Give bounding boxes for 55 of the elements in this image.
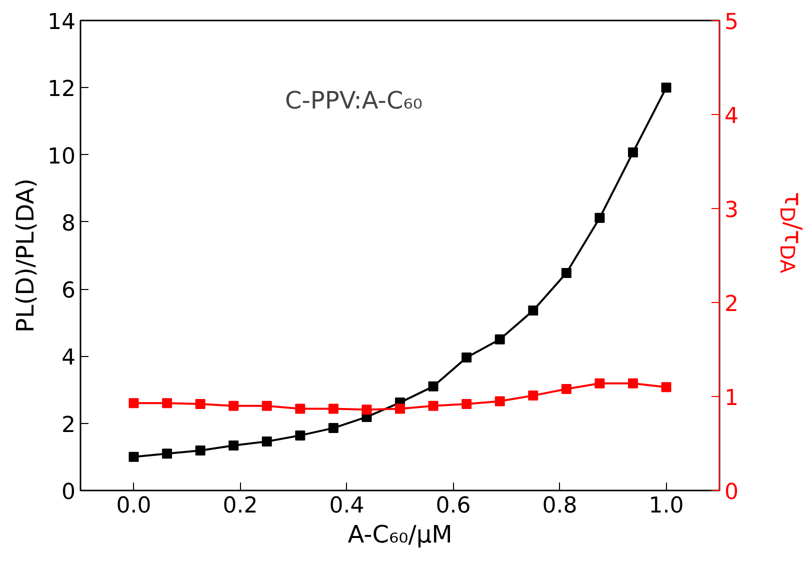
point	[262, 436, 272, 446]
y-tick-label: 8	[62, 211, 76, 236]
point	[561, 268, 572, 278]
point	[462, 352, 472, 363]
point	[162, 398, 172, 408]
y-tick-label: 12	[48, 77, 76, 102]
y-axis-title: PL(D)/PL(DA)	[12, 178, 40, 333]
x-axis-title: A-C₆₀/μM	[348, 520, 452, 548]
x-tick-label: 0.8	[542, 494, 578, 518]
point	[228, 400, 239, 411]
point	[661, 382, 672, 392]
y-tick-label: 2	[62, 412, 76, 438]
point	[328, 404, 338, 414]
point	[528, 306, 538, 316]
point	[628, 147, 638, 158]
y2-tick-label: 4	[724, 104, 738, 129]
x-tick-label: 0.4	[329, 494, 364, 518]
point	[195, 399, 206, 410]
point	[594, 378, 605, 388]
point	[661, 82, 672, 93]
point	[262, 400, 272, 411]
y2-tick-label: 5	[724, 10, 738, 35]
point	[594, 212, 605, 223]
x-tick-label: 0.0	[116, 494, 152, 518]
y-tick-label: 0	[62, 480, 76, 505]
x-tick-label: 0.6	[436, 494, 471, 518]
point	[428, 400, 438, 411]
point	[328, 423, 338, 434]
y2-tick-label: 2	[724, 292, 738, 317]
annotation: C-PPV:A-C₆₀	[284, 86, 422, 114]
x-tick-label: 1.0	[648, 494, 684, 518]
point	[395, 404, 405, 414]
point	[295, 430, 306, 440]
point	[494, 396, 505, 406]
point	[528, 390, 538, 401]
point	[462, 399, 472, 410]
y-tick-label: 14	[48, 10, 76, 35]
y-tick-label: 4	[62, 346, 76, 371]
point	[195, 446, 206, 456]
point	[295, 404, 306, 414]
point	[628, 378, 638, 388]
point	[128, 398, 139, 408]
y2-tick-label: 1	[724, 386, 738, 411]
point	[494, 334, 505, 344]
point	[428, 381, 438, 392]
y2-tick-label: 0	[724, 480, 738, 505]
point	[162, 448, 172, 459]
y2-tick-label: 3	[724, 198, 738, 223]
y-tick-label: 6	[62, 278, 76, 304]
point	[362, 404, 372, 415]
point	[228, 440, 239, 451]
point	[128, 452, 139, 462]
x-tick-label: 0.2	[222, 494, 258, 518]
point	[561, 384, 572, 394]
y-tick-label: 10	[48, 144, 76, 170]
